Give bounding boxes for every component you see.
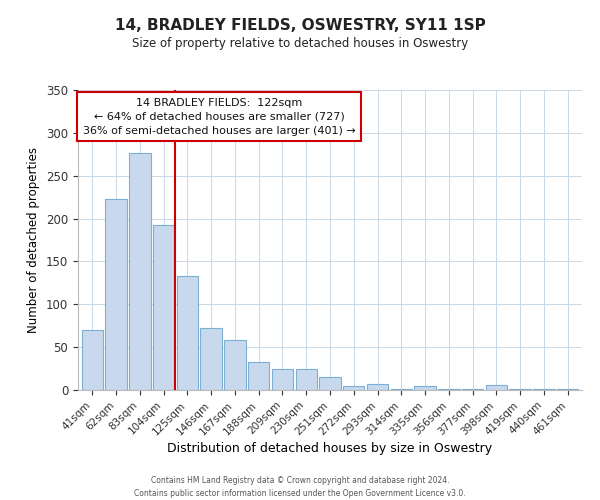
Bar — [509, 389, 531, 390]
Y-axis label: Number of detached properties: Number of detached properties — [28, 147, 40, 333]
Bar — [557, 389, 578, 390]
Bar — [415, 386, 436, 390]
Bar — [438, 389, 460, 390]
Bar — [533, 389, 554, 390]
Bar — [319, 377, 341, 390]
Bar — [272, 370, 293, 390]
Bar — [391, 389, 412, 390]
X-axis label: Distribution of detached houses by size in Oswestry: Distribution of detached houses by size … — [167, 442, 493, 455]
Bar — [153, 224, 174, 390]
Bar — [462, 389, 484, 390]
Bar — [176, 276, 198, 390]
Bar — [343, 386, 364, 390]
Bar — [82, 330, 103, 390]
Bar — [296, 368, 317, 390]
Text: Contains HM Land Registry data © Crown copyright and database right 2024.
Contai: Contains HM Land Registry data © Crown c… — [134, 476, 466, 498]
Bar — [224, 340, 245, 390]
Bar — [367, 384, 388, 390]
Bar — [248, 362, 269, 390]
Text: 14, BRADLEY FIELDS, OSWESTRY, SY11 1SP: 14, BRADLEY FIELDS, OSWESTRY, SY11 1SP — [115, 18, 485, 32]
Text: Size of property relative to detached houses in Oswestry: Size of property relative to detached ho… — [132, 38, 468, 51]
Bar — [106, 199, 127, 390]
Text: 14 BRADLEY FIELDS:  122sqm
← 64% of detached houses are smaller (727)
36% of sem: 14 BRADLEY FIELDS: 122sqm ← 64% of detac… — [83, 98, 355, 136]
Bar — [486, 385, 507, 390]
Bar — [200, 328, 222, 390]
Bar — [129, 152, 151, 390]
